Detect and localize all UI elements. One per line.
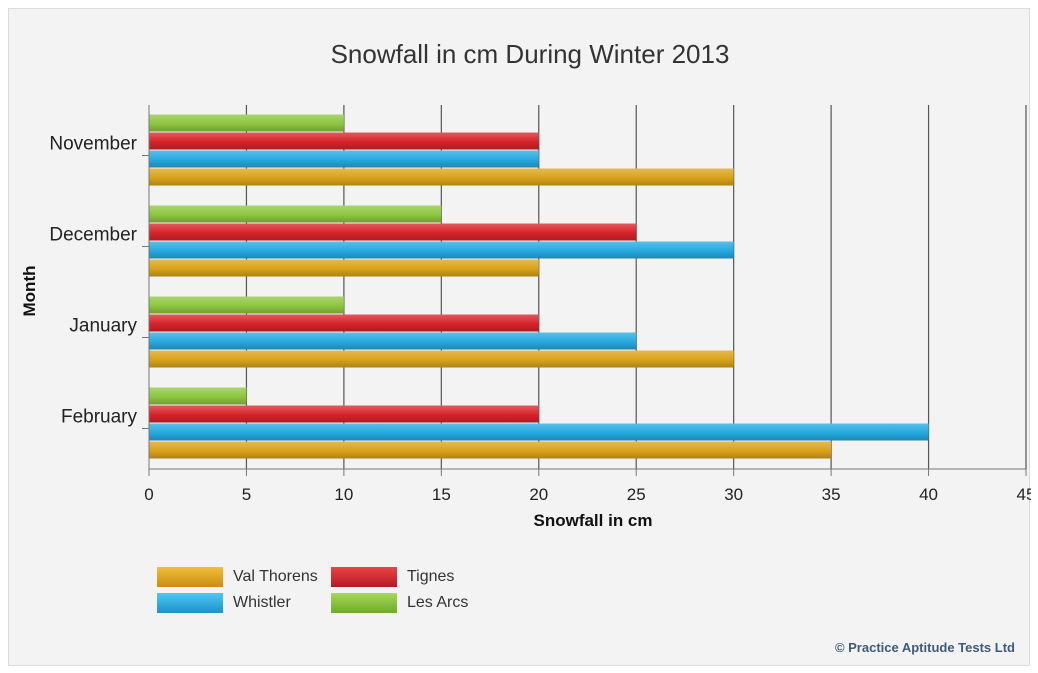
legend-label: Tignes <box>407 568 455 585</box>
bar-whistler-november <box>149 150 539 168</box>
bar-les-arcs-february <box>149 387 247 405</box>
bar-tignes-january <box>149 314 539 332</box>
x-tick-label: 45 <box>1017 485 1031 504</box>
bar-whistler-december <box>149 241 734 259</box>
x-tick-label: 15 <box>432 485 451 504</box>
chart-title: Snowfall in cm During Winter 2013 <box>331 39 730 69</box>
bar-tignes-december <box>149 223 637 241</box>
axes: 0 5 10 15 20 25 30 35 40 45 November December Januar… <box>49 105 1031 504</box>
legend-swatch-whistler <box>157 593 223 613</box>
bars <box>149 114 929 459</box>
x-tick-label: 25 <box>627 485 646 504</box>
x-tick-label: 5 <box>242 485 251 504</box>
bar-les-arcs-december <box>149 205 442 223</box>
y-tick-label: November <box>49 134 137 155</box>
legend-swatch-val-thorens <box>157 567 223 587</box>
legend-label: Whistler <box>233 594 291 611</box>
bar-tignes-november <box>149 132 539 150</box>
legend-item-val-thorens: Val Thorens <box>157 567 318 587</box>
bar-les-arcs-november <box>149 114 344 132</box>
legend-label: Les Arcs <box>407 594 469 611</box>
bar-whistler-february <box>149 423 929 441</box>
bar-tignes-february <box>149 405 539 423</box>
bar-les-arcs-january <box>149 296 344 314</box>
copyright-credit: © Practice Aptitude Tests Ltd <box>834 640 1015 655</box>
x-tick-label: 10 <box>334 485 353 504</box>
bar-whistler-january <box>149 332 637 350</box>
bar-val-thorens-december <box>149 259 539 277</box>
x-tick-label: 20 <box>529 485 548 504</box>
bar-val-thorens-january <box>149 350 734 368</box>
chart-frame: Snowfall in cm During Winter 2013 0 5 10 15… <box>8 8 1031 666</box>
legend-swatch-tignes <box>331 567 397 587</box>
legend: Val Thorens Tignes Whistler Les Arcs <box>157 567 497 627</box>
y-axis-label: Month <box>20 266 39 317</box>
legend-label: Val Thorens <box>233 568 318 585</box>
legend-item-whistler: Whistler <box>157 593 291 613</box>
bar-val-thorens-february <box>149 441 832 459</box>
x-axis-label: Snowfall in cm <box>533 511 652 530</box>
legend-swatch-les-arcs <box>331 593 397 613</box>
y-tick-label: February <box>61 407 138 428</box>
x-tick-label: 35 <box>822 485 841 504</box>
x-tick-label: 0 <box>144 485 153 504</box>
legend-item-tignes: Tignes <box>331 567 454 587</box>
y-tick-label: January <box>69 316 137 337</box>
y-tick-label: December <box>49 225 137 246</box>
x-tick-label: 30 <box>724 485 743 504</box>
bar-val-thorens-november <box>149 168 734 186</box>
snowfall-bar-chart: Snowfall in cm During Winter 2013 0 5 10 15… <box>20 39 1031 530</box>
legend-item-les-arcs: Les Arcs <box>331 593 468 613</box>
x-tick-label: 40 <box>919 485 938 504</box>
